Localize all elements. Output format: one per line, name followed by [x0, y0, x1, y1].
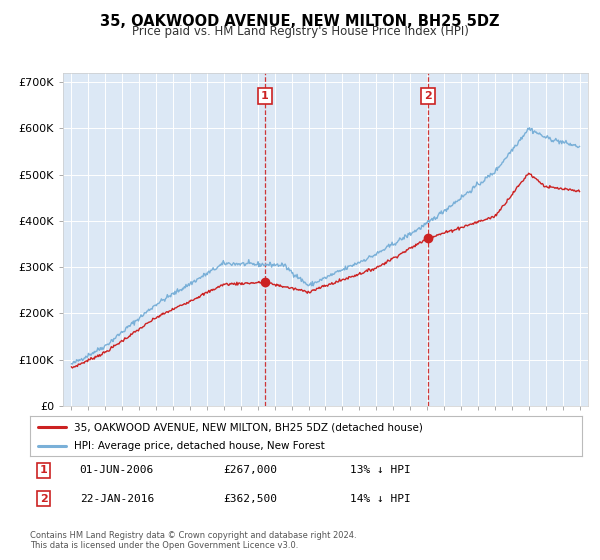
Text: Price paid vs. HM Land Registry's House Price Index (HPI): Price paid vs. HM Land Registry's House … [131, 25, 469, 38]
Text: 2: 2 [40, 493, 47, 503]
Text: £267,000: £267,000 [223, 465, 277, 475]
Text: Contains HM Land Registry data © Crown copyright and database right 2024.
This d: Contains HM Land Registry data © Crown c… [30, 531, 356, 550]
Text: 22-JAN-2016: 22-JAN-2016 [80, 493, 154, 503]
Text: £362,500: £362,500 [223, 493, 277, 503]
Text: 13% ↓ HPI: 13% ↓ HPI [350, 465, 411, 475]
Text: 2: 2 [424, 91, 432, 101]
Text: 1: 1 [261, 91, 269, 101]
Text: 01-JUN-2006: 01-JUN-2006 [80, 465, 154, 475]
Text: 35, OAKWOOD AVENUE, NEW MILTON, BH25 5DZ: 35, OAKWOOD AVENUE, NEW MILTON, BH25 5DZ [100, 14, 500, 29]
Text: 14% ↓ HPI: 14% ↓ HPI [350, 493, 411, 503]
Text: 35, OAKWOOD AVENUE, NEW MILTON, BH25 5DZ (detached house): 35, OAKWOOD AVENUE, NEW MILTON, BH25 5DZ… [74, 422, 423, 432]
Text: HPI: Average price, detached house, New Forest: HPI: Average price, detached house, New … [74, 441, 325, 451]
Text: 1: 1 [40, 465, 47, 475]
